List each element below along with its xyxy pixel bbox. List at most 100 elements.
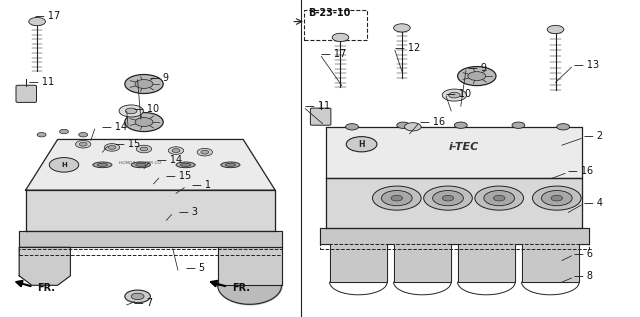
Text: — 15: — 15 (115, 139, 140, 149)
Polygon shape (326, 127, 582, 178)
Text: FR.: FR. (37, 283, 55, 294)
Text: — 8: — 8 (574, 271, 593, 281)
Circle shape (551, 195, 563, 201)
Text: H: H (358, 140, 365, 149)
Circle shape (136, 145, 152, 153)
Text: — 17: — 17 (321, 49, 346, 59)
Circle shape (468, 72, 486, 81)
Circle shape (394, 24, 410, 32)
Circle shape (168, 147, 184, 154)
Ellipse shape (225, 163, 236, 166)
Circle shape (108, 146, 116, 149)
Text: — 2: — 2 (584, 131, 603, 141)
Circle shape (125, 113, 163, 132)
Text: — 9: — 9 (150, 73, 170, 83)
Circle shape (135, 118, 153, 126)
Ellipse shape (176, 162, 195, 168)
Ellipse shape (97, 163, 108, 166)
Text: — 6: — 6 (574, 249, 593, 259)
Circle shape (547, 25, 564, 34)
Circle shape (442, 195, 454, 201)
Circle shape (125, 108, 137, 114)
Bar (19, 249, 282, 255)
Circle shape (424, 186, 472, 210)
Text: — 10: — 10 (134, 104, 159, 114)
Polygon shape (19, 231, 282, 247)
Circle shape (60, 129, 68, 134)
Polygon shape (26, 190, 275, 231)
Text: — 11: — 11 (305, 101, 330, 111)
Polygon shape (394, 244, 451, 282)
Text: — 5: — 5 (186, 263, 205, 273)
Circle shape (131, 293, 144, 300)
Text: — 17: — 17 (35, 11, 60, 21)
Circle shape (512, 122, 525, 128)
Circle shape (433, 191, 463, 206)
Circle shape (493, 195, 505, 201)
Ellipse shape (93, 162, 112, 168)
Polygon shape (19, 247, 70, 285)
Circle shape (346, 137, 377, 152)
Circle shape (454, 122, 467, 128)
Polygon shape (522, 244, 579, 282)
Circle shape (449, 92, 460, 98)
Circle shape (404, 123, 421, 131)
Text: — 13: — 13 (574, 60, 599, 70)
Circle shape (201, 150, 209, 154)
Circle shape (397, 122, 410, 128)
Circle shape (532, 186, 581, 210)
Text: — 11: — 11 (29, 77, 54, 87)
Text: B-23-10: B-23-10 (308, 8, 350, 18)
Text: — 4: — 4 (584, 198, 603, 208)
Circle shape (79, 142, 87, 146)
Text: — 3: — 3 (179, 207, 198, 217)
Circle shape (172, 149, 180, 152)
Text: i-TEC: i-TEC (449, 142, 479, 152)
Text: H: H (61, 162, 67, 168)
Polygon shape (26, 139, 275, 190)
Circle shape (135, 80, 153, 88)
Text: — 12: — 12 (395, 42, 420, 53)
Polygon shape (330, 244, 387, 282)
Polygon shape (458, 244, 515, 282)
Circle shape (475, 186, 524, 210)
Circle shape (29, 17, 45, 26)
Ellipse shape (136, 163, 146, 166)
Circle shape (332, 33, 349, 42)
Text: — 16: — 16 (568, 166, 593, 176)
Circle shape (391, 195, 403, 201)
Circle shape (541, 191, 572, 206)
Circle shape (484, 191, 515, 206)
Circle shape (442, 89, 467, 101)
Circle shape (79, 133, 88, 137)
Text: — 15: — 15 (166, 171, 191, 181)
Circle shape (458, 67, 496, 86)
Circle shape (104, 144, 120, 151)
Circle shape (49, 158, 79, 172)
Text: — 14: — 14 (102, 122, 127, 132)
Circle shape (557, 124, 570, 130)
Bar (320, 244, 589, 249)
Polygon shape (326, 178, 582, 228)
Circle shape (37, 133, 46, 137)
Circle shape (372, 186, 421, 210)
Text: — 16: — 16 (420, 117, 445, 127)
Circle shape (119, 105, 143, 117)
Circle shape (381, 191, 412, 206)
Text: — 14: — 14 (157, 155, 182, 165)
Polygon shape (218, 247, 282, 285)
Ellipse shape (221, 162, 240, 168)
Circle shape (125, 74, 163, 94)
Ellipse shape (180, 163, 191, 166)
FancyBboxPatch shape (310, 108, 331, 125)
Circle shape (125, 290, 150, 303)
Text: — 9: — 9 (468, 63, 488, 73)
FancyBboxPatch shape (16, 85, 36, 102)
Text: — 7: — 7 (134, 298, 154, 308)
Circle shape (76, 140, 91, 148)
Ellipse shape (131, 162, 150, 168)
Polygon shape (320, 228, 589, 244)
Circle shape (140, 147, 148, 151)
Text: — 10: — 10 (446, 88, 471, 99)
Text: — 1: — 1 (192, 180, 211, 191)
